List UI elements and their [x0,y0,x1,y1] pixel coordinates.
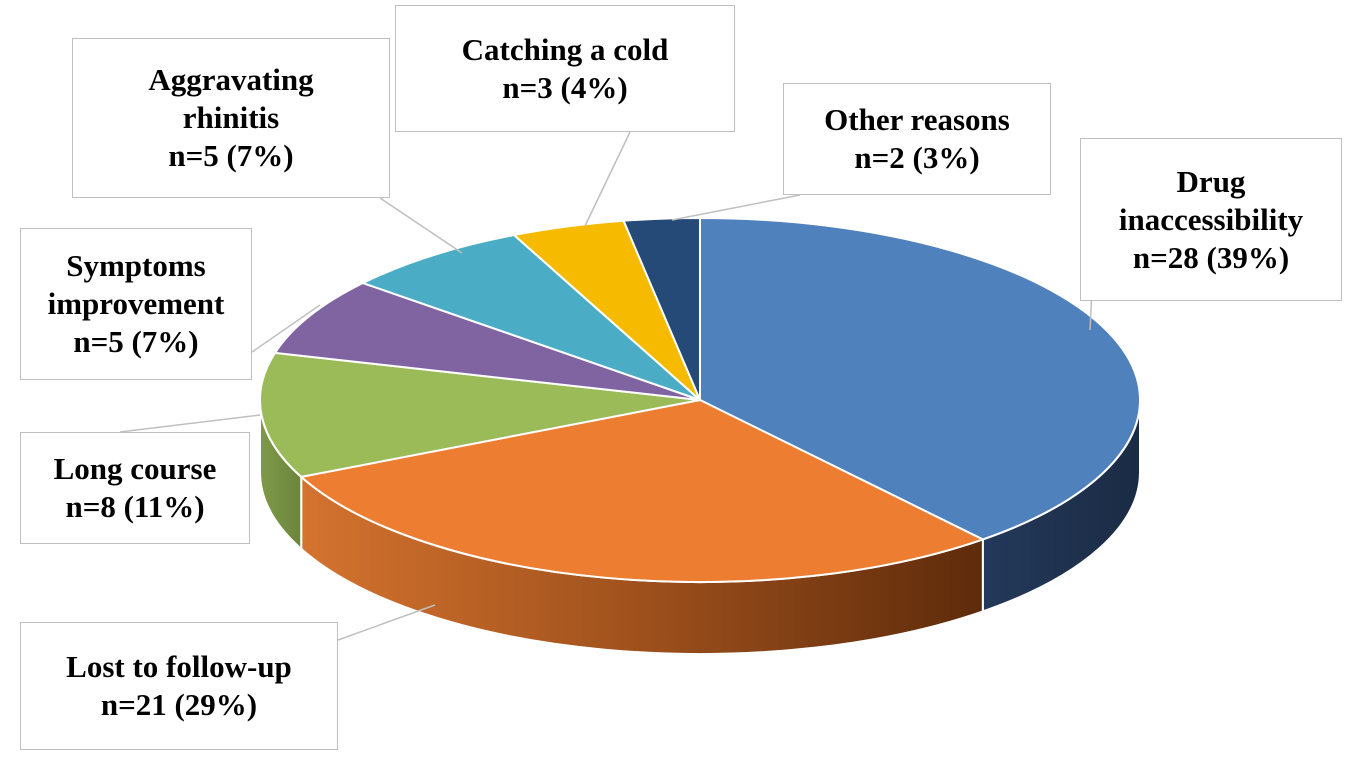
data-label-drug-inaccessibility: Drug inaccessibility n=28 (39%) [1080,138,1342,301]
leader-line-lost-to-follow-up [337,604,436,641]
data-label-text: rhinitis [182,100,280,135]
data-label-text: Other reasons [824,102,1010,137]
pie-slice-other-reasons [622,217,701,401]
pie-tops [259,217,1141,583]
pie-slice-aggravating-rhinitis [361,234,701,401]
data-label-text: Symptoms [66,248,206,283]
leader-line-other-reasons [671,194,801,221]
data-label-text: Catching a cold [461,31,669,67]
pie-slice-lost-to-follow-up [300,399,984,583]
leader-line-aggravating-rhinitis [379,197,463,254]
leader-lines [119,131,1093,641]
data-label-other-reasons: Other reasons n=2 (3%) [783,83,1051,195]
data-label-long-course: Long course n=8 (11%) [20,432,250,544]
data-label-lost-to-follow-up: Lost to follow-up n=21 (29%) [20,622,338,750]
leader-line-catching-a-cold [584,131,631,227]
data-label-text: Drug [1176,163,1246,199]
data-label-count: n=5 (7%) [168,138,294,173]
data-label-text: Lost to follow-up [66,649,292,684]
data-label-text: improvement [47,286,225,321]
data-label-count: n=8 (11%) [65,489,205,524]
data-label-text: Long course [53,451,217,486]
data-label-count: n=5 (7%) [73,324,199,359]
pie-slice-drug-inaccessibility [699,217,1141,541]
data-label-text: Aggravating [148,62,314,97]
data-label-text: inaccessibility [1118,201,1304,237]
data-label-aggravating-rhinitis: Aggravating rhinitis n=5 (7%) [72,38,390,198]
pie-slice-symptoms-improvement [273,282,701,401]
data-label-count: n=2 (3%) [854,140,980,175]
pie-slice-long-course [259,351,701,478]
data-label-symptoms-improvement: Symptoms improvement n=5 (7%) [20,228,252,380]
leader-line-symptoms-improvement [251,304,321,353]
data-label-catching-a-cold: Catching a cold n=3 (4%) [395,5,735,132]
data-label-count: n=21 (29%) [100,687,258,722]
leader-line-long-course [119,414,261,433]
data-label-count: n=3 (4%) [502,69,628,105]
data-label-count: n=28 (39%) [1132,239,1290,275]
